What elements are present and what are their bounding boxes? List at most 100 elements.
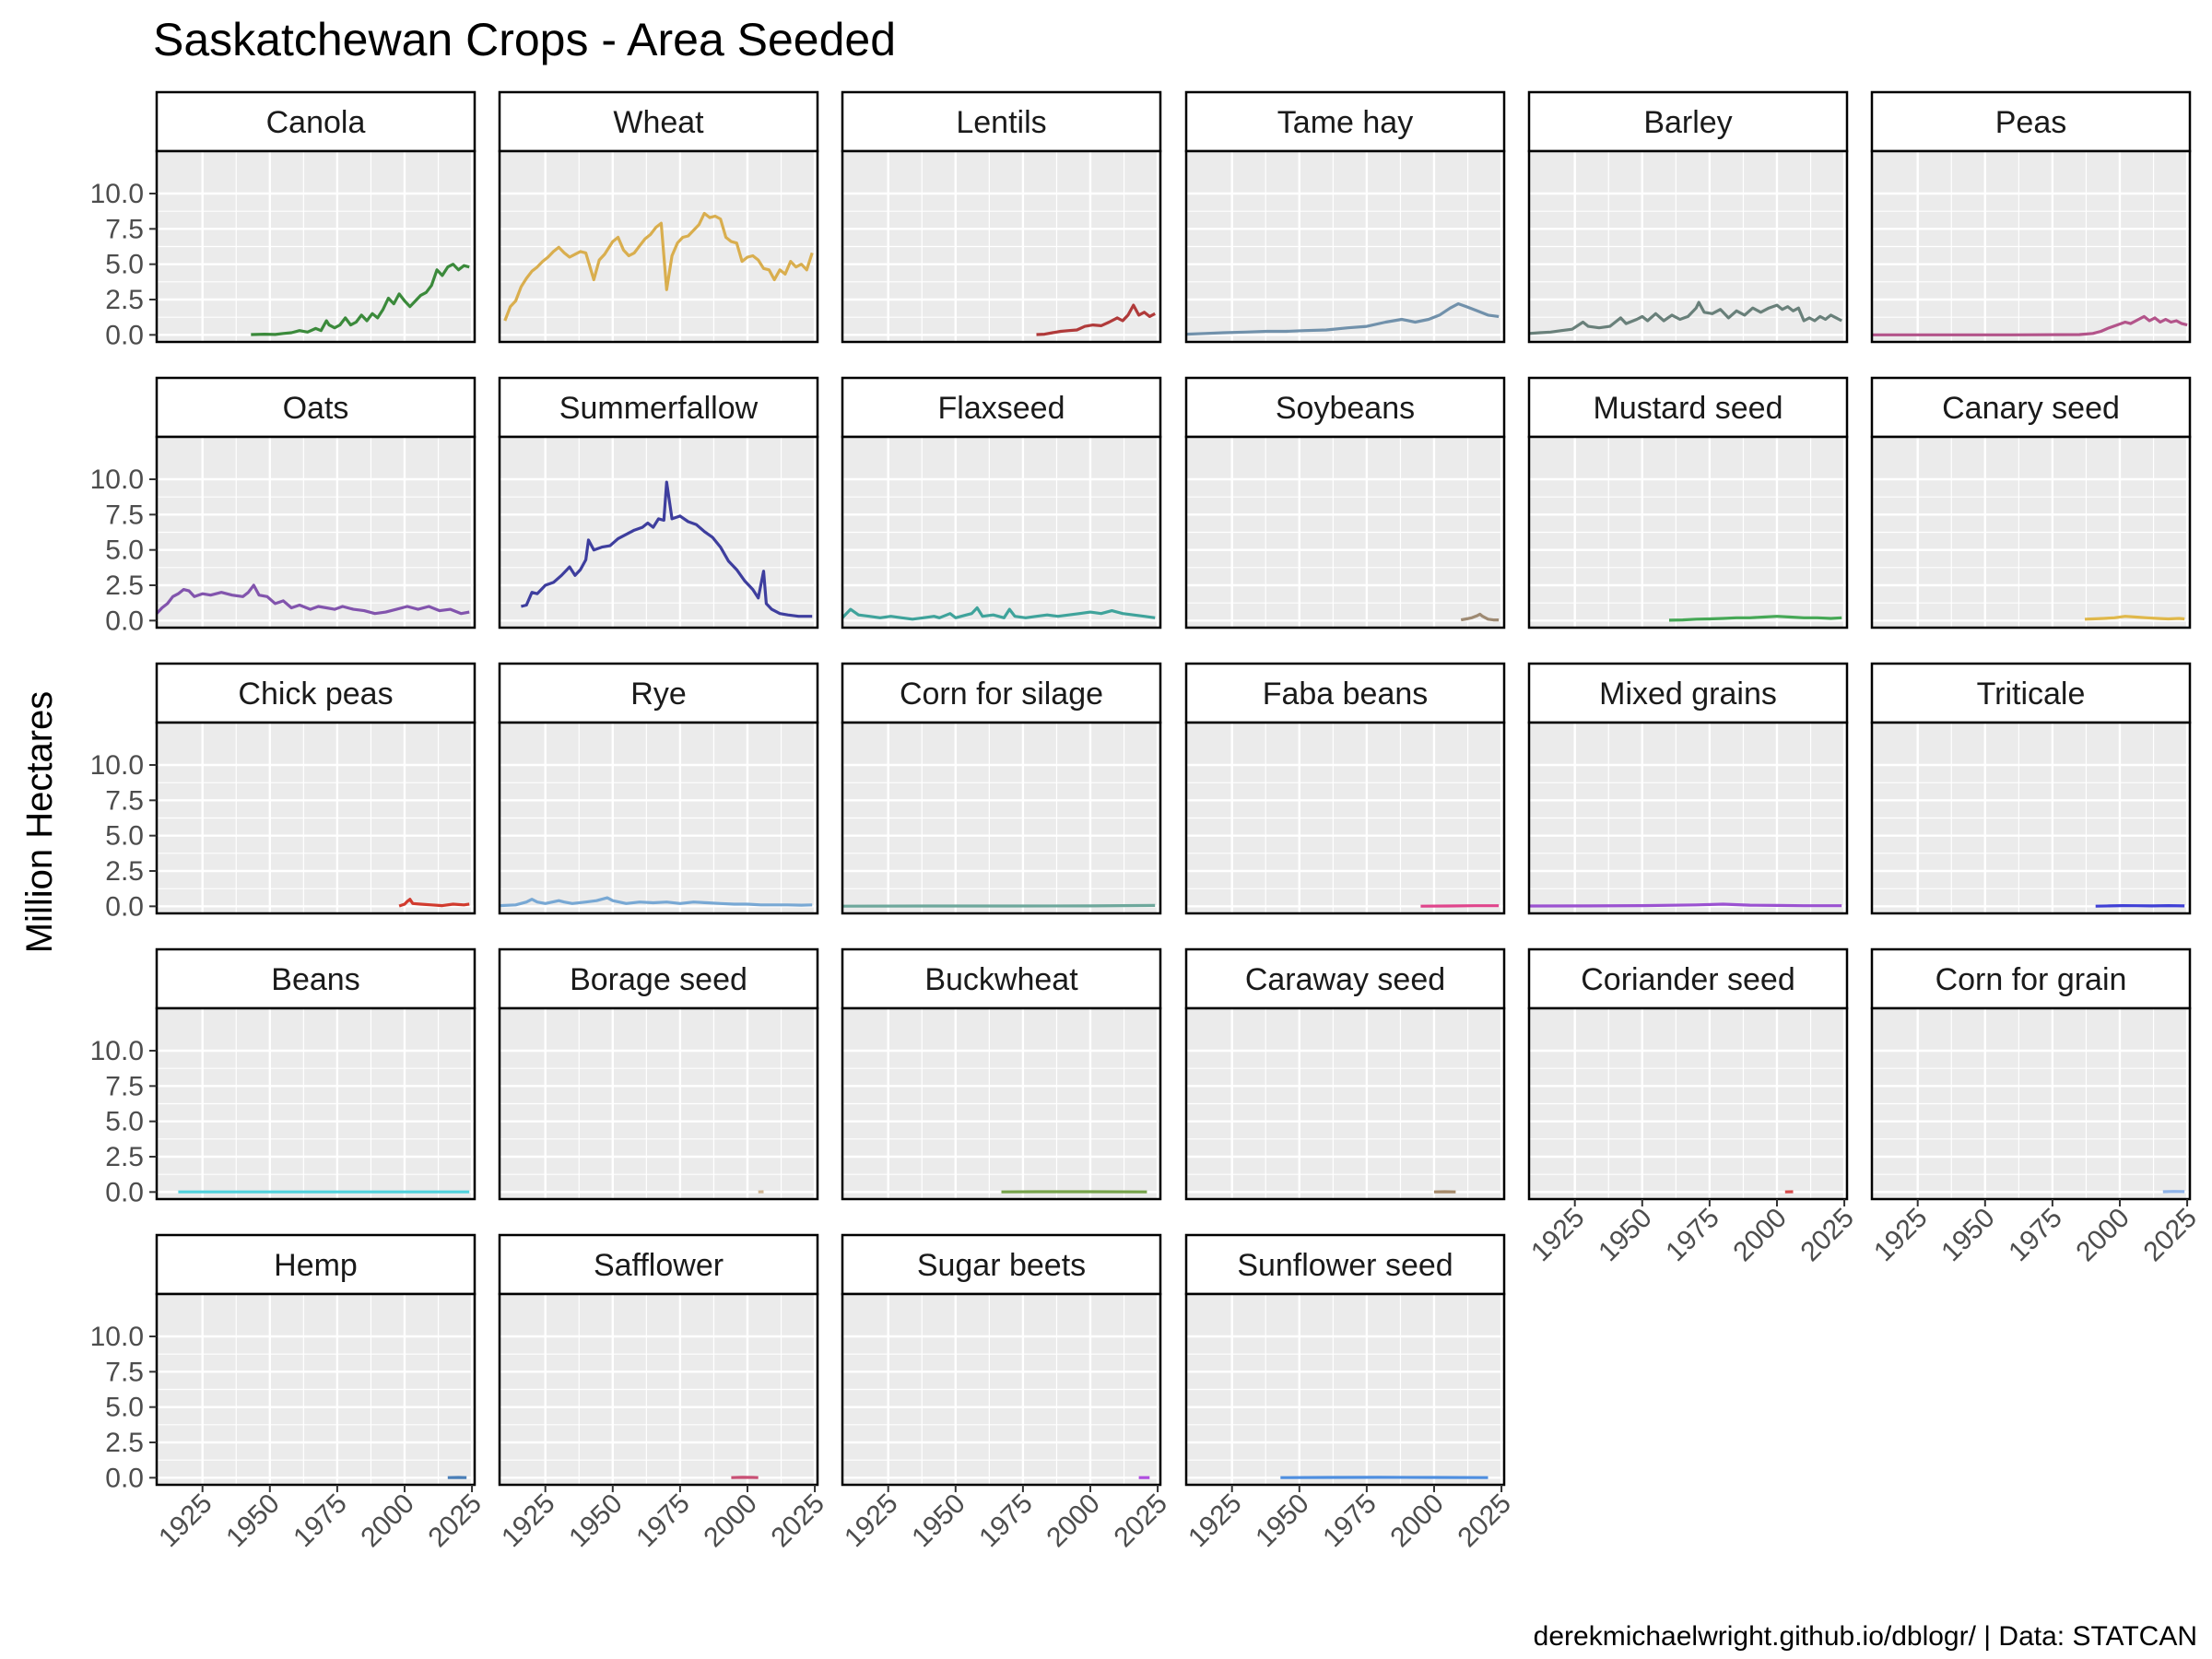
y-tick-label: 2.5 xyxy=(105,571,144,601)
x-tick-label: 1975 xyxy=(630,1488,696,1554)
strip-label-rye: Rye xyxy=(630,677,686,712)
strip-faba-beans xyxy=(1184,662,1506,724)
strip-label-sugar-beets: Sugar beets xyxy=(917,1248,1086,1283)
strip-peas xyxy=(1870,90,2192,153)
y-tick-label: 2.5 xyxy=(105,285,144,315)
panel-border xyxy=(1184,1292,1506,1487)
strip-sugar-beets xyxy=(841,1233,1162,1296)
y-tick-label: 0.0 xyxy=(105,891,144,922)
strip-label-flaxseed: Flaxseed xyxy=(938,391,1065,426)
panel-lentils: Lentils xyxy=(841,90,1162,344)
series-line-tame-hay xyxy=(1185,302,1500,336)
y-tick-label: 10.0 xyxy=(90,1322,144,1352)
series-line-faba-beans xyxy=(1420,904,1500,908)
panel-border xyxy=(498,435,819,629)
strip-label-borage-seed: Borage seed xyxy=(570,962,747,997)
panel-border xyxy=(155,1292,477,1487)
y-tick-label: 0.0 xyxy=(105,1177,144,1207)
strip-label-mixed-grains: Mixed grains xyxy=(1599,677,1777,712)
x-tick-label: 1925 xyxy=(1182,1488,1248,1554)
strip-label-mustard-seed: Mustard seed xyxy=(1594,391,1783,426)
strip-barley xyxy=(1527,90,1849,153)
panel-canola: Canola 0.0 2.5 5.0 7.5 10.0 xyxy=(90,90,477,350)
strip-corn-for-silage xyxy=(841,662,1162,724)
x-tick-label: 1950 xyxy=(906,1488,971,1554)
strip-beans xyxy=(155,947,477,1010)
x-tick-label: 2025 xyxy=(422,1488,488,1554)
panel-border xyxy=(1184,721,1506,915)
x-tick-label: 1975 xyxy=(2003,1203,2068,1268)
panel-border xyxy=(841,435,1162,629)
x-tick-label: 1950 xyxy=(1593,1203,1658,1268)
strip-summerfallow xyxy=(498,376,819,439)
panel-border xyxy=(1527,721,1849,915)
strip-label-faba-beans: Faba beans xyxy=(1263,677,1429,712)
panel-border xyxy=(1870,435,2192,629)
panel-border xyxy=(155,721,477,915)
strip-label-coriander-seed: Coriander seed xyxy=(1581,962,1794,997)
x-tick-label: 1950 xyxy=(1250,1488,1315,1554)
strip-coriander-seed xyxy=(1527,947,1849,1010)
panel-canary-seed: Canary seed xyxy=(1870,376,2192,629)
y-tick-label: 7.5 xyxy=(105,500,144,530)
x-tick-label: 1950 xyxy=(1936,1203,2001,1268)
panel-flaxseed: Flaxseed xyxy=(841,376,1162,629)
panel-safflower: Safflower 1925 1950 1975 2000 2025 xyxy=(496,1233,830,1554)
strip-corn-for-grain xyxy=(1870,947,2192,1010)
y-tick-label: 5.0 xyxy=(105,1393,144,1423)
x-tick-label: 2000 xyxy=(355,1488,420,1554)
panel-beans: Beans 0.0 2.5 5.0 7.5 10.0 xyxy=(90,947,477,1207)
panel-summerfallow: Summerfallow xyxy=(498,376,819,629)
caption: derekmichaelwright.github.io/dblogr/ | D… xyxy=(1534,1621,2197,1652)
strip-borage-seed xyxy=(498,947,819,1010)
x-tick-label: 1975 xyxy=(973,1488,1039,1554)
panel-hemp: Hemp 0.0 2.5 5.0 7.5 10.0 1925 1950 1975 2000 2025 xyxy=(90,1233,488,1554)
strip-label-tame-hay: Tame hay xyxy=(1277,105,1413,140)
strip-label-beans: Beans xyxy=(271,962,359,997)
strip-caraway-seed xyxy=(1184,947,1506,1010)
strip-chick-peas xyxy=(155,662,477,724)
y-tick-label: 2.5 xyxy=(105,856,144,887)
strip-label-wheat: Wheat xyxy=(613,105,704,140)
x-tick-label: 1925 xyxy=(1525,1203,1591,1268)
panel-border xyxy=(1184,435,1506,629)
strip-label-sunflower-seed: Sunflower seed xyxy=(1237,1248,1453,1283)
y-tick-label: 0.0 xyxy=(105,606,144,636)
x-tick-label: 1925 xyxy=(153,1488,218,1554)
series-line-corn-for-silage xyxy=(841,903,1156,908)
panel-border xyxy=(498,1006,819,1201)
panel-border xyxy=(841,149,1162,344)
strip-label-hemp: Hemp xyxy=(274,1248,358,1283)
x-tick-label: 1975 xyxy=(1660,1203,1725,1268)
x-tick-label: 2025 xyxy=(1108,1488,1173,1554)
series-line-rye xyxy=(499,896,813,908)
strip-label-oats: Oats xyxy=(283,391,349,426)
strip-label-soybeans: Soybeans xyxy=(1276,391,1415,426)
strip-oats xyxy=(155,376,477,439)
panel-triticale: Triticale xyxy=(1870,662,2192,915)
strip-label-corn-for-grain: Corn for grain xyxy=(1936,962,2127,997)
y-tick-label: 10.0 xyxy=(90,1036,144,1066)
x-tick-label: 2025 xyxy=(1452,1488,1517,1554)
panel-rye: Rye xyxy=(498,662,819,915)
y-tick-label: 7.5 xyxy=(105,214,144,244)
strip-mustard-seed xyxy=(1527,376,1849,439)
strip-label-chick-peas: Chick peas xyxy=(238,677,393,712)
y-tick-label: 5.0 xyxy=(105,535,144,566)
series-line-lentils xyxy=(1036,303,1156,336)
strip-flaxseed xyxy=(841,376,1162,439)
y-tick-label: 2.5 xyxy=(105,1142,144,1172)
x-tick-label: 2000 xyxy=(1727,1203,1793,1268)
series-line-flaxseed xyxy=(841,606,1156,621)
panel-border xyxy=(498,721,819,915)
panel-faba-beans: Faba beans xyxy=(1184,662,1506,915)
x-tick-label: 1975 xyxy=(1317,1488,1382,1554)
series-line-soybeans xyxy=(1460,612,1500,622)
strip-label-buckwheat: Buckwheat xyxy=(924,962,1078,997)
panel-chick-peas: Chick peas 0.0 2.5 5.0 7.5 10.0 xyxy=(90,662,477,922)
strip-soybeans xyxy=(1184,376,1506,439)
panel-border xyxy=(155,435,477,629)
panel-caraway-seed: Caraway seed xyxy=(1184,947,1506,1201)
panel-border xyxy=(155,1006,477,1201)
y-tick-label: 10.0 xyxy=(90,750,144,781)
